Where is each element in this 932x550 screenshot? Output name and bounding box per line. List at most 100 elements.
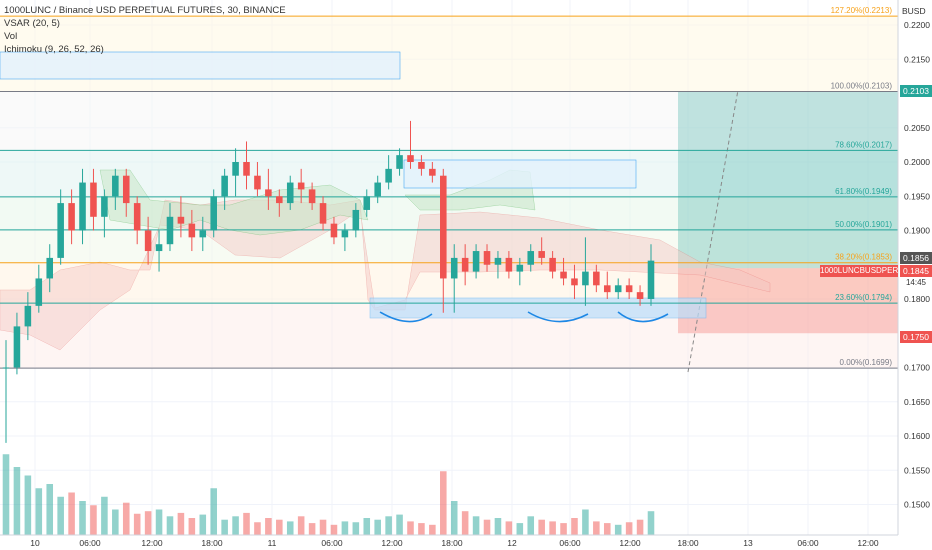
candle-body — [188, 223, 196, 238]
volume-bar — [450, 501, 458, 535]
bottom-arc — [527, 311, 589, 323]
candle-body — [24, 305, 32, 327]
legend-vol: Vol — [4, 31, 18, 42]
price-tag-last: 0.1845 — [900, 265, 932, 277]
stop-zone — [678, 268, 898, 334]
volume-bar — [483, 519, 491, 535]
price-tag-stop: 0.1750 — [900, 331, 932, 343]
volume-bar — [636, 519, 644, 535]
volume-bar — [396, 514, 403, 535]
candle-body — [101, 196, 108, 217]
volume-bar — [68, 492, 75, 535]
volume-bar — [440, 471, 447, 535]
volume-bar — [538, 519, 545, 535]
volume-bar — [614, 524, 622, 535]
rectangle-top-left — [0, 51, 401, 80]
time-tick-label: 10 — [30, 538, 40, 548]
volume-bar — [243, 512, 250, 535]
price-tick-label: 0.1600 — [904, 431, 930, 441]
time-tick-label: 06:00 — [321, 538, 343, 548]
volume-bar — [112, 509, 119, 535]
bottom-arc — [379, 311, 433, 323]
bar-countdown: 14:45 — [905, 278, 927, 287]
candle-body — [429, 168, 436, 176]
volume-bar — [188, 518, 196, 535]
axis-currency: BUSD — [902, 6, 926, 16]
legend-vsar: VSAR (20, 5) — [4, 18, 60, 29]
time-tick-label: 18:00 — [201, 538, 223, 548]
time-tick-label: 18:00 — [677, 538, 699, 548]
candle-body — [144, 230, 152, 252]
candle-body — [341, 230, 349, 238]
price-tick-label: 0.2000 — [904, 157, 930, 167]
candle-body — [57, 203, 64, 258]
volume-bar — [13, 467, 21, 535]
time-tick-label: 12 — [507, 538, 517, 548]
candle-body — [352, 209, 360, 231]
fib-label: 127.20%(0.2213) — [831, 6, 893, 15]
candle-body — [112, 175, 119, 197]
volume-bar — [494, 518, 502, 535]
price-tick-label: 0.1550 — [904, 465, 930, 475]
fib-label: 38.20%(0.1853) — [835, 253, 892, 262]
volume-bar — [560, 523, 567, 535]
volume-bar — [385, 516, 392, 535]
fib-label: 78.60%(0.2017) — [835, 140, 892, 149]
volume-bar — [516, 523, 524, 535]
candle-body — [79, 182, 86, 231]
candle-body — [90, 182, 97, 217]
time-tick-label: 12:00 — [141, 538, 163, 548]
time-tick-label: 11 — [268, 538, 277, 548]
volume-bar — [265, 518, 272, 535]
fib-band — [0, 262, 898, 304]
volume-bar — [79, 501, 86, 535]
candle-body — [385, 168, 392, 183]
candle-body — [363, 196, 371, 210]
volume-bar — [144, 511, 152, 535]
candles — [2, 120, 655, 443]
candle-body — [265, 189, 272, 197]
candle-body — [308, 189, 316, 204]
volume-bar — [549, 521, 556, 535]
time-axis-bg — [0, 535, 932, 550]
price-tick-label: 0.2150 — [904, 54, 930, 64]
candle-body — [199, 230, 207, 238]
rectangle-support — [369, 297, 707, 319]
candle-body — [461, 257, 469, 272]
volume-bar — [625, 522, 633, 535]
price-tick-label: 0.1650 — [904, 397, 930, 407]
candle-body — [177, 216, 185, 224]
volume-bar — [122, 502, 130, 535]
candle-body — [46, 257, 54, 279]
volume-bar — [210, 488, 217, 535]
fib-label: 50.00%(0.1901) — [835, 220, 892, 229]
fib-label: 61.80%(0.1949) — [835, 187, 892, 196]
volume-bar — [352, 522, 360, 535]
candle-body — [243, 162, 250, 176]
target-zone — [678, 91, 898, 269]
volume-bar — [472, 516, 480, 535]
candle-body — [330, 223, 338, 238]
volume-bar — [603, 523, 611, 535]
price-tag-high: 0.1856 — [900, 252, 932, 264]
time-tick-label: 13 — [743, 538, 753, 548]
time-axis[interactable]: 10 06:00 12:00 18:00 11 06:00 12:00 18:00 12 06:0… — [0, 534, 932, 550]
volume-bar — [461, 511, 469, 535]
candle-body — [505, 257, 513, 272]
candle-body — [35, 278, 43, 306]
volume-bar — [363, 518, 371, 535]
price-tick-label: 0.2200 — [904, 20, 930, 30]
volume-bar — [2, 454, 10, 535]
candle-body — [494, 257, 502, 265]
price-tick-label: 0.1700 — [904, 363, 930, 373]
fib-label: 100.00%(0.2103) — [831, 81, 893, 90]
candle-body — [133, 203, 141, 231]
price-tag-target: 0.2103 — [900, 85, 932, 97]
volume-bar — [319, 519, 327, 535]
chart-legend: 1000LUNC / Binance USD PERPETUAL FUTURES… — [4, 4, 286, 56]
candle-body — [647, 260, 655, 299]
candle-body — [166, 216, 174, 245]
price-tick-label: 0.1950 — [904, 191, 930, 201]
legend-symbol: 1000LUNC / Binance USD PERPETUAL FUTURES… — [4, 5, 286, 16]
